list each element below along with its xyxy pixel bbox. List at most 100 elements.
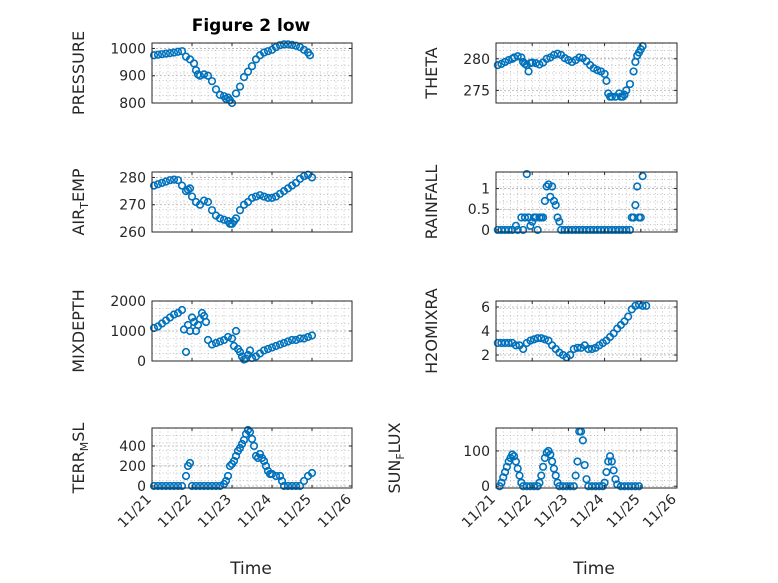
y-tick-label: 260 [119, 225, 146, 241]
data-point [571, 471, 580, 480]
data-point [631, 482, 640, 491]
data-point [295, 334, 305, 343]
y-axis-label: TERRMSL [69, 423, 91, 495]
data-point [239, 72, 249, 82]
data-point [551, 471, 560, 480]
data-point [157, 481, 167, 491]
subplot-theta: 275 280 THETA [422, 42, 678, 104]
data-point [307, 331, 317, 340]
data-point [219, 215, 229, 224]
data-point [181, 347, 191, 357]
x-tick-label: 11/24 [235, 491, 275, 531]
data-point [519, 344, 528, 354]
data-point [229, 456, 239, 466]
grid [496, 172, 677, 232]
data-point [245, 427, 255, 437]
data-point [569, 344, 578, 354]
data-point [508, 450, 517, 459]
data-point [169, 481, 179, 491]
data-point [199, 70, 209, 79]
data-point [283, 40, 293, 49]
data-point [227, 334, 237, 343]
y-tick-label: 275 [463, 83, 490, 99]
data-point [607, 92, 616, 101]
y-tick-label: 4 [481, 324, 490, 340]
data-point [573, 457, 582, 466]
data-point [161, 177, 171, 186]
data-point [263, 344, 273, 354]
data-point [169, 48, 179, 57]
data-point [602, 468, 611, 477]
data-point [207, 206, 217, 215]
data-point [173, 481, 183, 491]
y-tick-label: 280 [463, 52, 490, 68]
data-point [609, 466, 618, 475]
data-point [169, 175, 179, 184]
data-point [223, 332, 233, 342]
data-point [259, 346, 269, 355]
data-point [215, 481, 225, 491]
data-point [263, 193, 273, 203]
data-point [529, 482, 539, 491]
data-point [149, 181, 159, 190]
data-point [235, 347, 245, 357]
data-point [235, 206, 245, 215]
data-point [279, 338, 289, 348]
data-point [624, 312, 633, 321]
data-point [542, 54, 551, 63]
data-point [191, 481, 201, 491]
data-point [251, 192, 261, 201]
data-point [633, 182, 642, 191]
data-point [587, 344, 597, 354]
data-point [305, 51, 315, 60]
y-tick-label: 280 [119, 170, 146, 186]
data-point [546, 450, 555, 459]
x-tick-label: 11/26 [315, 491, 355, 531]
data-point [195, 71, 205, 80]
axes-box [151, 427, 353, 489]
data-point [203, 335, 213, 345]
data-point [149, 481, 159, 491]
data-point [555, 217, 564, 226]
y-tick-label: 6 [481, 300, 490, 316]
series-points [149, 425, 317, 491]
data-point [519, 225, 528, 235]
data-point [513, 52, 522, 61]
x-tick-label: 11/24 [568, 491, 608, 531]
data-point [593, 66, 602, 75]
data-point [275, 471, 285, 481]
data-point [578, 436, 587, 445]
data-point [283, 481, 293, 491]
data-point [542, 182, 551, 191]
figure-title: Figure 2 low [192, 16, 311, 36]
subplot-h2omixra: 2 4 6 H2OMIXRA [422, 288, 678, 374]
data-point [211, 85, 221, 94]
x-tick-label: 11/21 [459, 492, 499, 532]
data-point [215, 90, 225, 99]
data-point [203, 71, 213, 80]
data-point [177, 305, 187, 315]
data-point [638, 172, 647, 181]
data-point [165, 481, 175, 491]
data-point [177, 47, 187, 56]
data-point [279, 481, 289, 491]
data-point [271, 471, 281, 481]
data-point [157, 178, 167, 188]
data-point [207, 77, 217, 86]
plot-area [496, 43, 677, 103]
data-point [245, 346, 255, 355]
data-point [573, 343, 582, 352]
data-point [185, 184, 195, 193]
data-point [524, 67, 533, 76]
data-point [549, 464, 559, 473]
data-point [582, 475, 591, 484]
data-point [629, 67, 638, 76]
series-points [149, 40, 315, 108]
x-tick-label: 11/22 [155, 492, 195, 532]
data-point [638, 301, 647, 310]
y-tick-label: 0 [137, 479, 146, 495]
data-point [504, 225, 513, 235]
y-axis-label: RAINFALL [422, 165, 441, 240]
data-point [215, 337, 225, 346]
data-point [526, 336, 535, 345]
